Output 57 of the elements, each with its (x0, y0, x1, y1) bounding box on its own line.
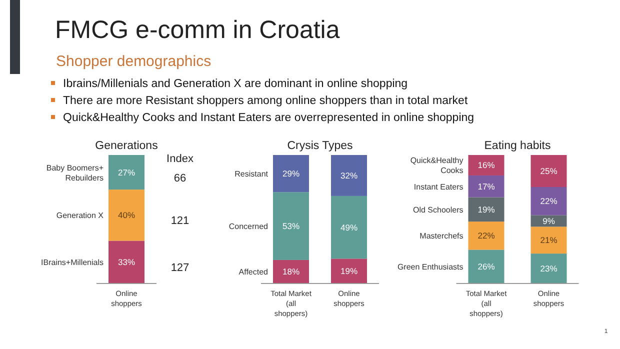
data-label: 18% (282, 266, 300, 276)
bar (468, 155, 504, 176)
data-label: 23% (540, 263, 558, 274)
bar (331, 258, 367, 283)
text: 127 (170, 262, 190, 274)
series-label: Instant Eaters (414, 182, 464, 192)
data-label: 16% (478, 160, 496, 170)
bar (468, 250, 504, 283)
data-label: 17% (478, 181, 496, 192)
data-label: 32% (340, 170, 358, 180)
chart-title: Crysis Types (287, 140, 354, 152)
data-label: 33% (118, 256, 136, 267)
bar (468, 175, 504, 198)
series-label: Affected (238, 267, 268, 276)
data-label: 25% (540, 166, 558, 176)
bar (273, 155, 309, 192)
data-label: 53% (282, 221, 300, 232)
bar (468, 197, 504, 222)
data-label: 22% (540, 196, 558, 206)
text: 66 (174, 172, 186, 184)
text: Ibrains/Millenials and Generation X are dominant in online shopping (63, 78, 408, 90)
bar (530, 155, 567, 187)
bar (468, 222, 504, 250)
bar (530, 187, 567, 216)
series-label: Baby Boomers+ Rebuilders (46, 163, 104, 182)
data-label: 26% (478, 261, 496, 272)
data-label: 19% (340, 266, 358, 276)
text: FMCG e-comm in Croatia (55, 16, 340, 44)
chart-title: Eating habits (484, 140, 551, 152)
bar (530, 226, 567, 254)
series-label: Green Enthusiasts (397, 262, 464, 272)
data-label: 21% (540, 235, 558, 246)
data-label: 22% (478, 230, 496, 241)
bar (530, 254, 567, 283)
series-label: Concerned (228, 222, 268, 232)
bar (331, 155, 367, 196)
bar (273, 260, 309, 283)
text: Shopper demographics (56, 53, 212, 70)
series-label: Masterchefs (420, 232, 464, 241)
data-label: 29% (282, 168, 300, 179)
series-label: Quick&Healthy Cooks (410, 156, 464, 176)
bar (273, 192, 309, 260)
data-label: 9% (542, 216, 556, 226)
data-label: 27% (118, 167, 136, 178)
bar (331, 196, 367, 259)
series-label: Generation X (56, 211, 104, 220)
text: 121 (170, 215, 190, 228)
series-label: Resistant (234, 170, 269, 179)
text: Index (166, 153, 194, 165)
series-label: IBrains+Millenials (41, 258, 104, 267)
chart-title: Generations (95, 140, 158, 152)
data-label: 49% (340, 222, 358, 232)
text: There are more Resistant shoppers among online shoppers than in total market (63, 95, 468, 107)
series-label: Old Schoolers (413, 205, 464, 214)
data-label: 19% (478, 204, 496, 214)
data-label: 40% (118, 210, 136, 220)
text: Quick&Healthy Cooks and Instant Eaters are overrepresented in online shopping (63, 112, 474, 124)
